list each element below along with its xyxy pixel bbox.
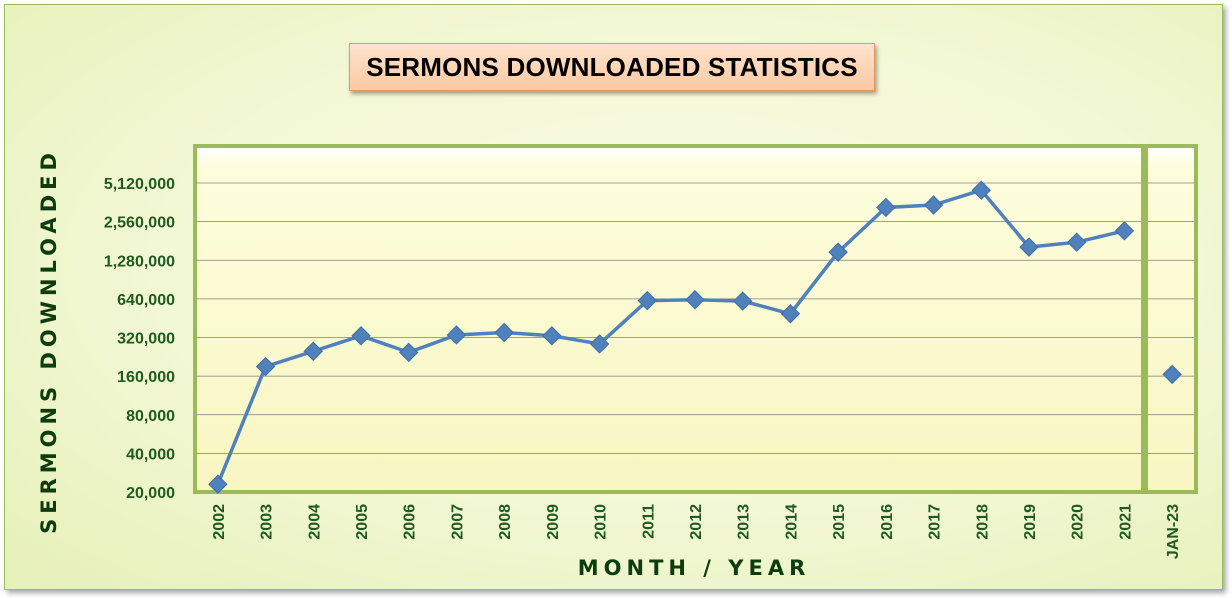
y-tick-label: 40,000 — [126, 446, 175, 463]
chart-title-box: SERMONS DOWNLOADED STATISTICS — [349, 43, 875, 91]
data-point-marker — [1162, 364, 1182, 385]
y-tick-label: 80,000 — [126, 408, 175, 425]
series-layer — [208, 180, 1182, 494]
series-line — [216, 188, 1125, 485]
data-point-marker — [1114, 221, 1135, 241]
data-point-marker — [208, 474, 228, 494]
data-point-marker — [446, 325, 467, 345]
x-tick-label: 2012 — [688, 504, 705, 540]
x-tick-label: 2007 — [449, 504, 466, 540]
chart-title: SERMONS DOWNLOADED STATISTICS — [366, 51, 858, 82]
data-point-marker — [1067, 232, 1087, 252]
y-tick-label: 2,560,000 — [104, 215, 175, 232]
data-point-marker — [637, 290, 657, 311]
x-tick-label: JAN-23 — [1165, 504, 1182, 559]
x-tick-label: 2004 — [306, 504, 323, 540]
data-point-marker — [255, 356, 276, 377]
y-tick-label: 320,000 — [117, 331, 175, 348]
x-tick-label: 2011 — [640, 504, 657, 539]
y-tick-label: 640,000 — [117, 292, 175, 309]
x-tick-label: 2006 — [402, 504, 419, 540]
data-point-marker — [780, 304, 801, 324]
x-tick-label: 2017 — [927, 504, 944, 540]
data-point-marker — [542, 326, 562, 346]
data-point-marker — [589, 334, 610, 354]
y-tick-label: 20,000 — [126, 485, 175, 502]
data-point-marker — [399, 342, 419, 363]
data-point-marker — [351, 326, 371, 346]
y-axis-title: SERMONS DOWNLOADED — [37, 148, 61, 534]
x-tick-label: 2021 — [1117, 504, 1134, 540]
x-tick-label: 2008 — [497, 504, 514, 540]
x-tick-label: 2020 — [1070, 504, 1087, 540]
data-point-marker — [1019, 237, 1039, 257]
data-point-marker — [303, 341, 323, 361]
data-point-marker — [971, 180, 991, 200]
y-tick-label: 160,000 — [117, 369, 175, 386]
data-point-marker — [828, 242, 848, 262]
y-tick-labels: 20,000 40,000 80,000 160,000 320,000 640,000 1… — [104, 176, 175, 502]
x-tick-label: 2010 — [593, 504, 610, 540]
jan23-separator — [1141, 144, 1148, 494]
x-tick-label: 2018 — [974, 504, 991, 540]
x-tick-label: 2016 — [879, 504, 896, 540]
x-tick-label: 2015 — [831, 504, 848, 540]
plot-area — [193, 144, 1198, 494]
x-tick-label: 2003 — [259, 504, 276, 540]
x-tick-labels: 2002 2003 2004 2005 2006 2007 2008 2009 2010 2011… — [211, 504, 1182, 559]
y-tick-label: 1,280,000 — [104, 253, 175, 270]
data-point-marker — [876, 197, 896, 218]
data-point-marker — [494, 322, 514, 343]
x-tick-label: 2002 — [211, 504, 228, 540]
x-tick-label: 2005 — [354, 504, 371, 540]
x-axis-title: MONTH / YEAR — [578, 556, 811, 580]
y-tick-label: 5,120,000 — [104, 176, 175, 193]
x-tick-label: 2013 — [736, 504, 753, 540]
x-tick-label: 2009 — [545, 504, 562, 540]
x-tick-label: 2014 — [783, 504, 800, 540]
data-point-marker — [733, 291, 753, 311]
data-point-marker — [923, 195, 944, 215]
data-point-marker — [685, 290, 705, 310]
x-tick-label: 2019 — [1022, 504, 1039, 540]
